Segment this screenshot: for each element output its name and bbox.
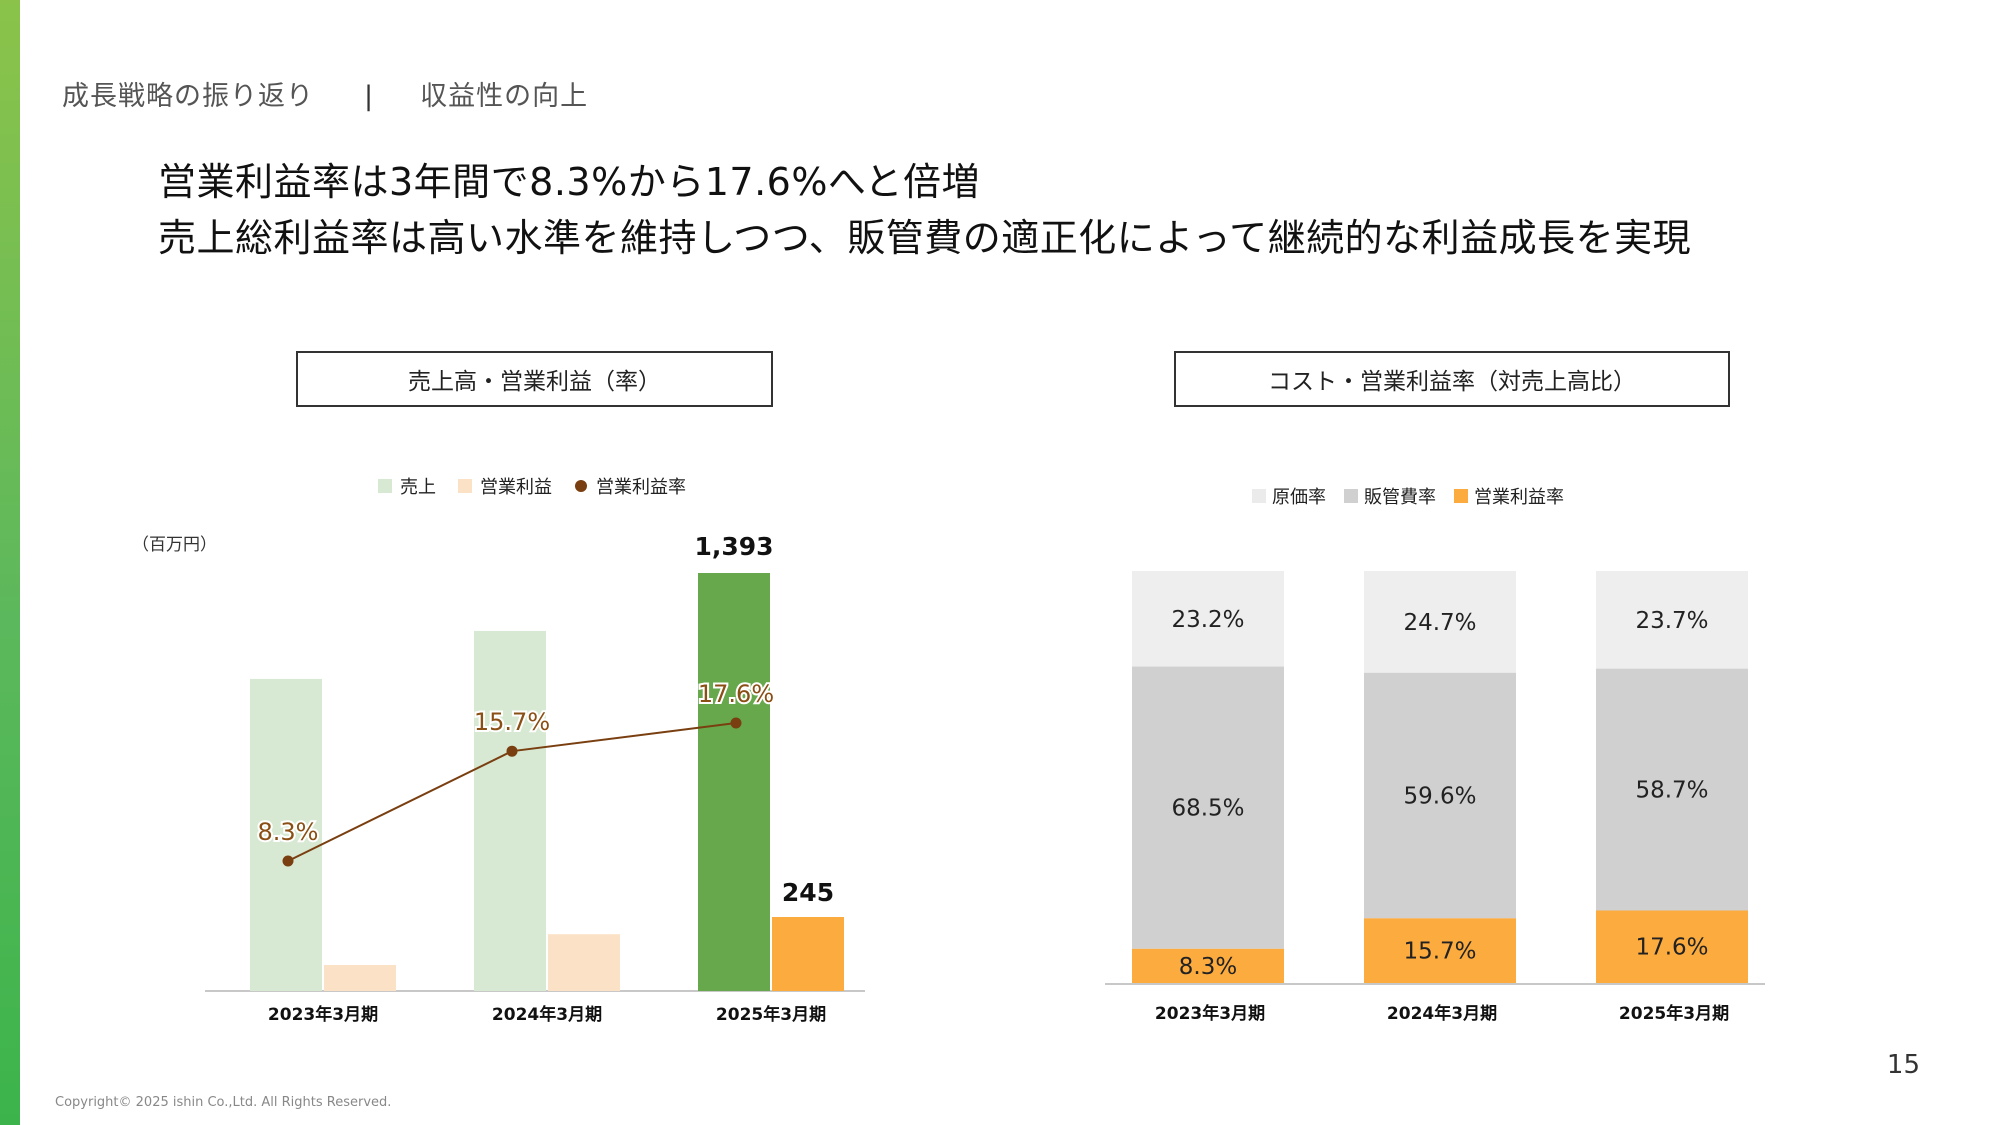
headline-line-1: 営業利益率は3年間で8.3%から17.6%へと倍増 [158,160,981,204]
sales-bar [474,630,546,991]
legend-label-1: 営業利益 [480,477,552,498]
headline-line-2: 売上総利益率は高い水準を維持しつつ、販管費の適正化によって継続的な利益成長を実現 [158,216,1692,260]
op-profit-bar [548,934,620,991]
copyright: Copyright© 2025 ishin Co.,Ltd. All Right… [55,1095,392,1110]
margin-data-label: 17.6% [698,680,774,708]
x-tick-label: 2023年3月期 [268,1004,378,1025]
legend-swatch-0 [378,479,392,493]
left-chart-title: 売上高・営業利益（率） [296,351,773,407]
breadcrumb: 成長戦略の振り返り | 収益性の向上 [62,74,588,113]
margin-data-label: 8.3% [258,818,319,846]
breadcrumb-section: 成長戦略の振り返り [62,81,314,112]
legend-marker-2 [575,480,587,492]
legend-label-0: 売上 [400,477,436,498]
sales-bar [250,678,322,991]
op-profit-data-label: 245 [782,878,834,907]
margin-point [506,745,518,757]
op-profit-bar [324,965,396,991]
page-number: 15 [1886,1050,1920,1080]
unit-label: （百万円） [132,535,217,555]
op-profit-bar [772,917,844,991]
accent-bar [0,0,20,1125]
sales-data-label: 1,393 [694,532,773,561]
breadcrumb-topic: 収益性の向上 [420,81,589,112]
breadcrumb-separator: | [364,81,375,112]
page-headline: 営業利益率は3年間で8.3%から17.6%へと倍増 売上総利益率は高い水準を維持… [158,154,1691,266]
legend-swatch-1 [458,479,472,493]
x-tick-label: 2024年3月期 [492,1004,602,1025]
right-chart-title: コスト・営業利益率（対売上高比） [1174,351,1730,407]
margin-data-label: 15.7% [474,708,550,736]
sales-bar [698,573,770,991]
x-tick-label: 2025年3月期 [716,1004,826,1025]
margin-point [730,717,742,729]
margin-point [282,855,294,867]
legend-label-2: 営業利益率 [596,477,686,498]
